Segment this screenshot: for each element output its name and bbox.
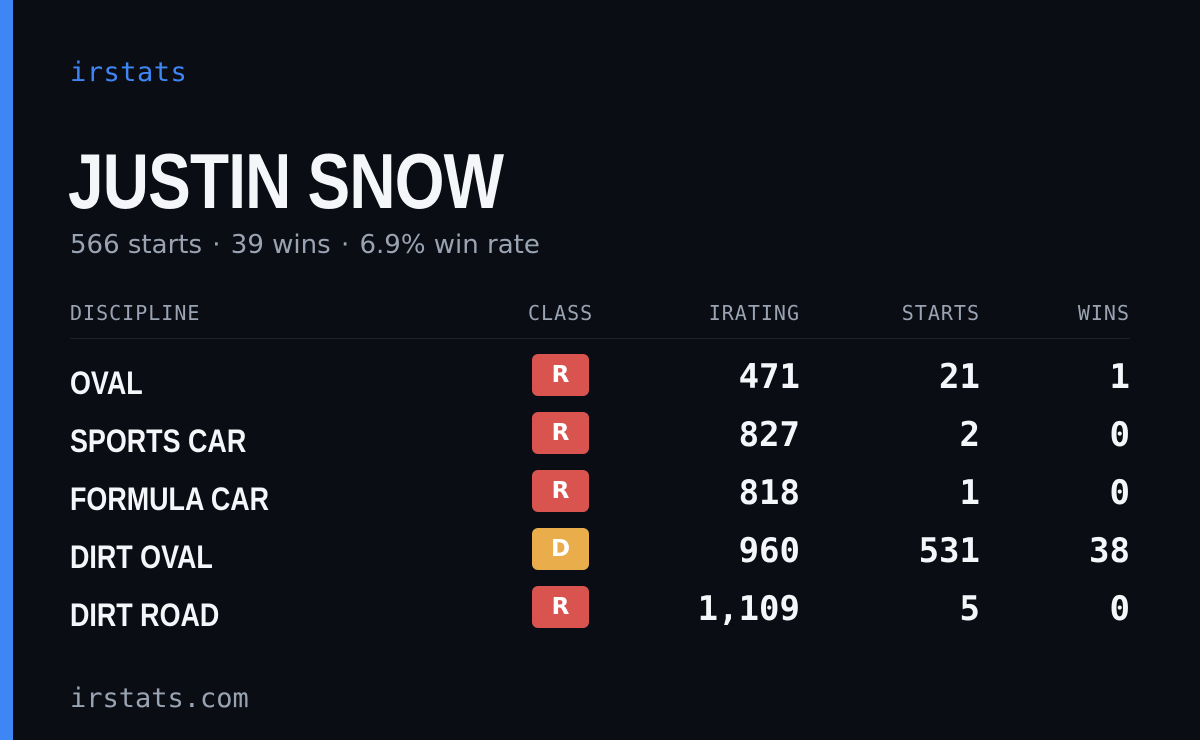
player-summary: 566 starts · 39 wins · 6.9% win rate [70, 228, 540, 262]
stats-table-header: DISCIPLINE CLASS IRATING STARTS WINS [70, 300, 1130, 339]
discipline-name: OVAL [70, 365, 143, 401]
irating-value: 1,109 [697, 589, 800, 629]
license-class-badge: R [532, 586, 589, 628]
discipline-name: DIRT OVAL [70, 539, 213, 575]
player-name: JUSTIN SNOW [68, 137, 504, 225]
wins-value: 38 [1089, 531, 1130, 571]
starts-value: 5 [959, 589, 980, 629]
wins-value: 0 [1109, 473, 1130, 513]
discipline-name: SPORTS CAR [70, 423, 247, 459]
table-row: DIRT OVAL D 960 531 38 [70, 524, 1130, 582]
header-irating: IRATING [708, 301, 800, 325]
discipline-name: FORMULA CAR [70, 481, 270, 517]
license-class-badge: R [532, 412, 589, 454]
accent-bar [0, 0, 13, 740]
table-row: SPORTS CAR R 827 2 0 [70, 408, 1130, 466]
summary-starts: 566 starts [70, 230, 202, 260]
footer-url[interactable]: irstats.com [70, 683, 249, 714]
table-row: OVAL R 471 21 1 [70, 350, 1130, 408]
license-class-badge: R [532, 354, 589, 396]
starts-value: 531 [918, 531, 980, 571]
license-class-badge: R [532, 470, 589, 512]
header-class: CLASS [528, 301, 594, 325]
irating-value: 818 [738, 473, 800, 513]
starts-value: 21 [939, 357, 980, 397]
license-class-badge: D [532, 528, 589, 570]
summary-winrate: 6.9% win rate [359, 230, 540, 260]
wins-value: 0 [1109, 589, 1130, 629]
wins-value: 1 [1109, 357, 1130, 397]
summary-wins: 39 wins [230, 230, 331, 260]
stats-table-body: OVAL R 471 21 1 SPORTS CAR R 827 2 0 FOR… [70, 350, 1130, 640]
header-starts: STARTS [901, 301, 980, 325]
irating-value: 960 [738, 531, 800, 571]
discipline-name: DIRT ROAD [70, 597, 220, 633]
header-wins: WINS [1077, 301, 1130, 325]
irating-value: 471 [738, 357, 800, 397]
summary-separator: · [340, 230, 350, 260]
irating-value: 827 [738, 415, 800, 455]
header-discipline: DISCIPLINE [70, 301, 201, 325]
table-row: DIRT ROAD R 1,109 5 0 [70, 582, 1130, 640]
table-row: FORMULA CAR R 818 1 0 [70, 466, 1130, 524]
brand-logo-text: irstats [70, 57, 188, 88]
starts-value: 1 [959, 473, 980, 513]
starts-value: 2 [959, 415, 980, 455]
wins-value: 0 [1109, 415, 1130, 455]
summary-separator: · [212, 230, 221, 260]
